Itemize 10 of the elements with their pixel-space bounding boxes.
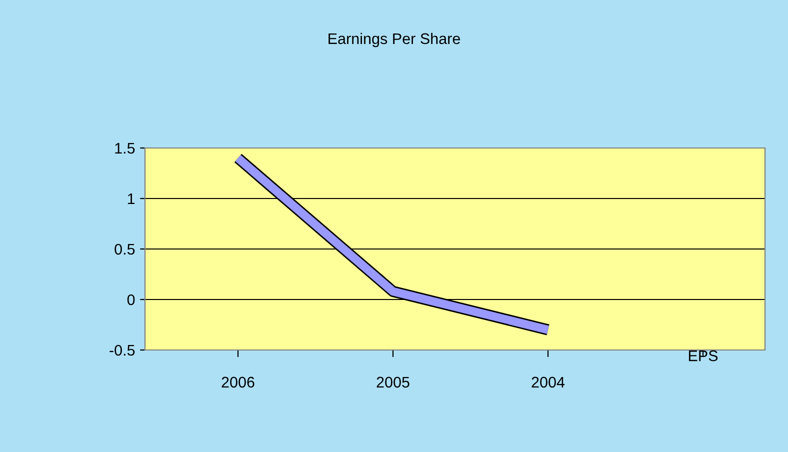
y-tick-label: -0.5	[110, 344, 135, 356]
text: EPS	[688, 350, 718, 362]
x-tick-label: 2004	[532, 376, 565, 388]
y-tick-label: 1.5	[115, 143, 135, 154]
y-tick-label: 1	[128, 194, 135, 204]
chart-title: Earnings Per Share	[328, 32, 460, 48]
y-tick-label: 0.5	[114, 244, 135, 255]
x-tick-label: 2006	[222, 376, 254, 388]
y-tick-label: 0	[127, 294, 135, 306]
x-tick-label: 2005	[376, 376, 410, 388]
